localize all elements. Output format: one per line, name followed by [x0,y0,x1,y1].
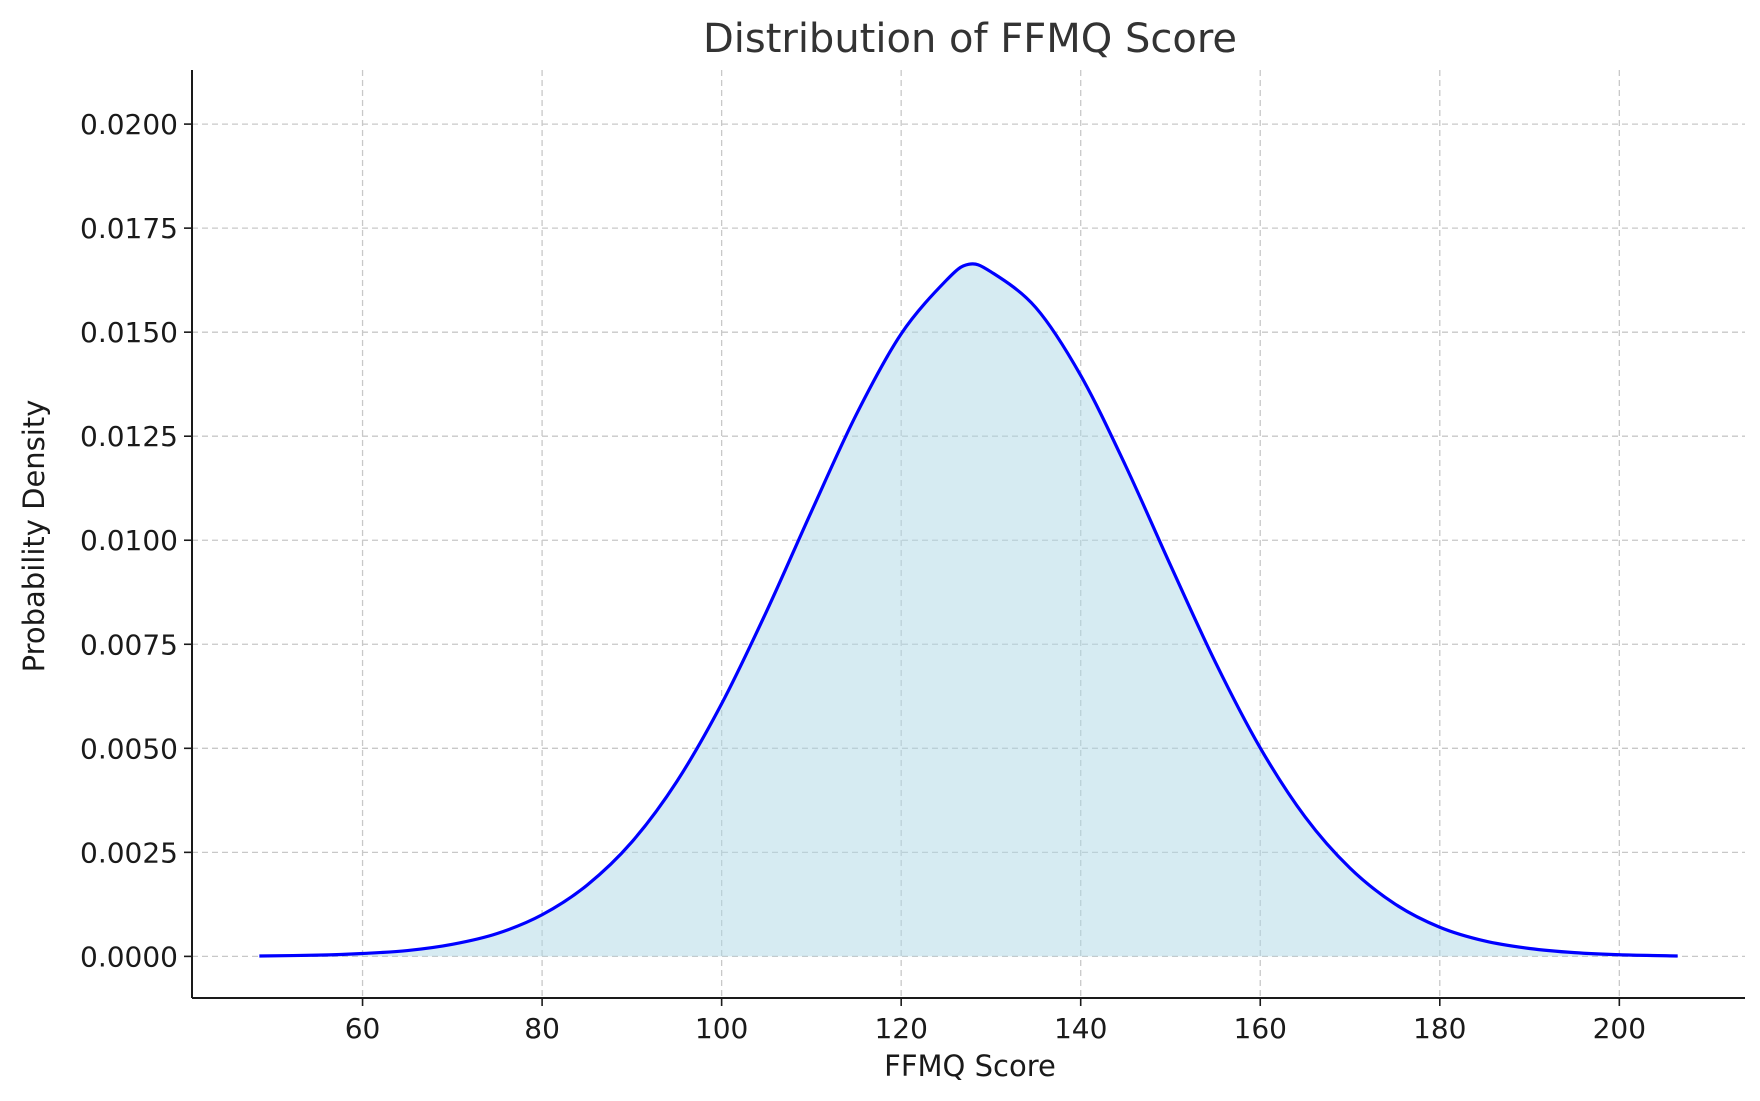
y-axis-title: Probability Density [17,400,51,673]
axes-layer [191,70,1745,999]
y-tick-label: 0.0075 [80,628,178,661]
y-tick-label: 0.0025 [80,836,178,869]
x-tick-label: 120 [874,1012,927,1045]
y-tick-label: 0.0125 [80,420,178,453]
x-tick-label: 60 [345,1012,381,1045]
series-area [259,263,1678,957]
y-tick-label: 0.0150 [80,316,178,349]
x-tick-label: 100 [695,1012,748,1045]
y-ticks-layer: 0.0000 0.0025 0.0050 0.0075 0.0100 0.0125 0.01… [80,108,192,973]
x-tick-label: 80 [524,1012,560,1045]
y-tick-label: 0.0000 [80,940,178,973]
series-line [259,262,1678,958]
y-tick-label: 0.0100 [80,524,178,557]
x-tick-label: 160 [1234,1012,1287,1045]
y-tick-label: 0.0050 [80,732,178,765]
chart-title: Distribution of FFMQ Score [703,16,1237,62]
line-layer [259,262,1678,958]
x-tick-label: 200 [1593,1012,1646,1045]
y-tick-label: 0.0200 [80,108,178,141]
x-ticks-layer: 60 80 100 120 140 160 180 200 [345,998,1646,1045]
x-tick-label: 180 [1413,1012,1466,1045]
x-axis-title: FFMQ Score [884,1049,1056,1083]
x-tick-label: 140 [1054,1012,1107,1045]
y-tick-label: 0.0175 [80,212,178,245]
area-layer [259,263,1678,957]
